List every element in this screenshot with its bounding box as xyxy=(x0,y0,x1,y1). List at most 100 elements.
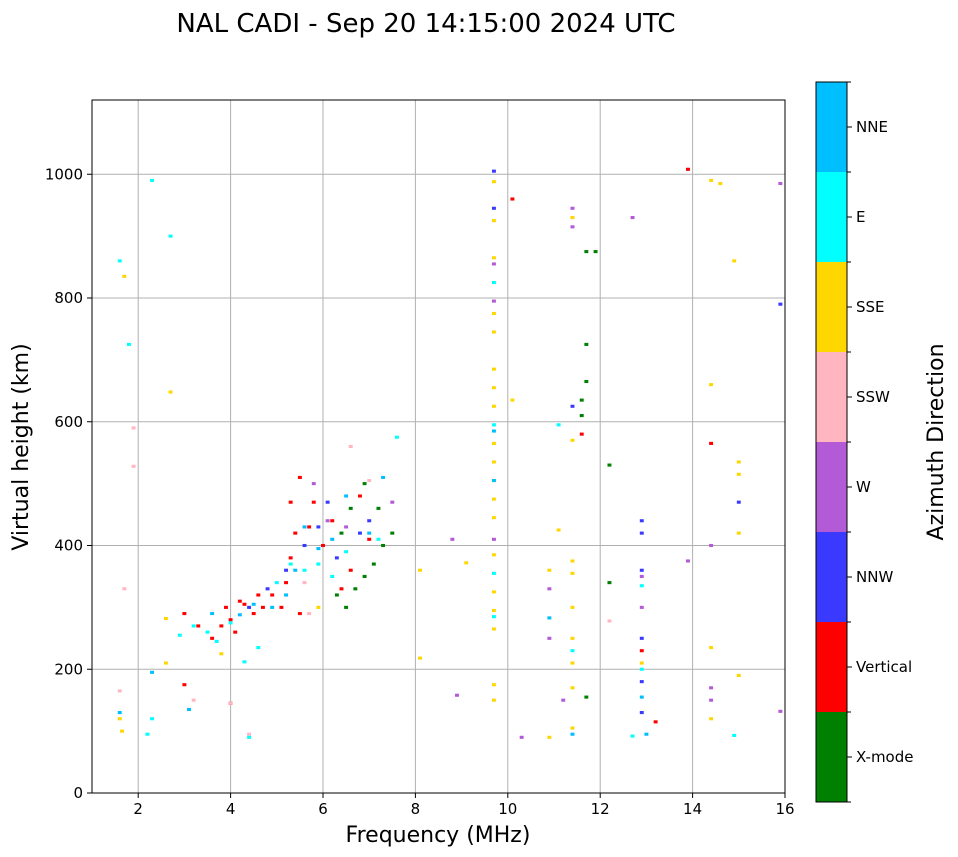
data-point xyxy=(736,531,741,535)
data-point xyxy=(367,478,372,483)
colorbar-tick-label: W xyxy=(856,478,871,496)
data-point xyxy=(339,587,344,591)
data-point xyxy=(311,482,316,486)
data-point xyxy=(418,656,422,660)
data-point xyxy=(732,259,737,263)
data-point xyxy=(325,519,330,523)
data-point xyxy=(279,605,284,609)
data-point xyxy=(686,167,690,171)
data-point xyxy=(251,612,256,616)
data-point xyxy=(709,383,714,387)
data-point xyxy=(491,627,496,631)
data-point xyxy=(709,698,714,702)
data-point xyxy=(260,605,265,609)
data-point xyxy=(237,599,242,603)
data-point xyxy=(639,574,644,578)
data-point xyxy=(455,693,459,697)
colorbar-segment xyxy=(816,172,847,262)
data-point xyxy=(256,646,261,650)
data-point xyxy=(150,670,155,674)
data-point xyxy=(288,562,293,566)
data-point xyxy=(570,636,575,640)
data-point xyxy=(579,398,584,402)
data-point xyxy=(344,550,349,554)
data-point xyxy=(639,568,644,572)
data-point xyxy=(191,624,196,628)
data-point xyxy=(491,299,496,303)
data-point xyxy=(371,562,376,566)
data-point xyxy=(593,250,598,254)
data-point xyxy=(302,543,307,548)
colorbar-tick-label: X-mode xyxy=(856,748,913,766)
y-tick-label: 200 xyxy=(54,660,83,678)
data-point xyxy=(348,568,353,572)
data-point xyxy=(339,531,344,535)
data-point xyxy=(491,330,496,334)
data-point xyxy=(344,525,349,529)
data-point xyxy=(242,602,247,606)
data-point xyxy=(639,680,644,684)
data-point xyxy=(556,423,561,427)
data-point xyxy=(381,475,386,479)
data-point xyxy=(491,169,496,173)
colorbar-tick-label: Vertical xyxy=(856,658,912,676)
data-point xyxy=(163,616,168,621)
colorbar-segment xyxy=(816,532,847,622)
data-point xyxy=(491,262,496,266)
data-point xyxy=(778,181,783,186)
colorbar: X-mode Vertical NNW W SSW SSE E NNE xyxy=(815,81,913,803)
data-point xyxy=(639,667,644,671)
data-point xyxy=(639,661,644,665)
y-tick-label: 800 xyxy=(54,289,83,307)
data-point xyxy=(736,500,741,504)
data-point xyxy=(219,652,224,656)
data-point xyxy=(491,256,496,260)
plot-area: 2 4 6 8 10 12 14 16 0 200 400 600 800 1000 xyxy=(45,99,795,818)
y-tick-label: 1000 xyxy=(45,165,83,183)
data-point xyxy=(117,717,122,721)
colorbar-segment xyxy=(816,712,847,802)
data-point xyxy=(570,571,575,575)
data-point xyxy=(570,216,575,220)
data-point xyxy=(131,464,136,468)
data-point xyxy=(709,717,714,721)
data-point xyxy=(607,619,612,623)
colorbar-segment xyxy=(816,622,847,712)
data-point xyxy=(297,612,302,616)
data-point xyxy=(491,516,496,520)
data-point xyxy=(653,720,658,724)
data-point xyxy=(330,537,335,541)
x-tick-label: 14 xyxy=(683,800,702,818)
data-point xyxy=(302,525,307,529)
data-point xyxy=(117,711,122,715)
data-point xyxy=(274,581,279,585)
data-point xyxy=(362,574,367,578)
data-point xyxy=(570,559,575,563)
data-point xyxy=(237,613,242,617)
data-point xyxy=(168,234,173,238)
plot-background xyxy=(92,100,785,793)
data-point xyxy=(778,709,783,713)
data-point xyxy=(284,593,289,597)
data-point xyxy=(570,732,575,736)
chart-title: NAL CADI - Sep 20 14:15:00 2024 UTC xyxy=(176,9,675,39)
data-point xyxy=(778,302,783,306)
data-point xyxy=(718,181,723,186)
data-point xyxy=(584,379,589,384)
data-point xyxy=(182,612,187,616)
data-point xyxy=(394,435,399,439)
data-point xyxy=(381,543,386,548)
data-point xyxy=(547,587,552,591)
colorbar-tick-label: E xyxy=(856,208,865,226)
data-point xyxy=(330,519,335,523)
data-point xyxy=(122,274,127,278)
data-point xyxy=(247,605,252,609)
data-point xyxy=(491,429,496,433)
data-point xyxy=(325,500,330,504)
data-point xyxy=(570,225,575,229)
data-point xyxy=(491,608,496,613)
data-point xyxy=(570,726,575,730)
data-point xyxy=(561,698,566,702)
data-point xyxy=(247,735,252,739)
